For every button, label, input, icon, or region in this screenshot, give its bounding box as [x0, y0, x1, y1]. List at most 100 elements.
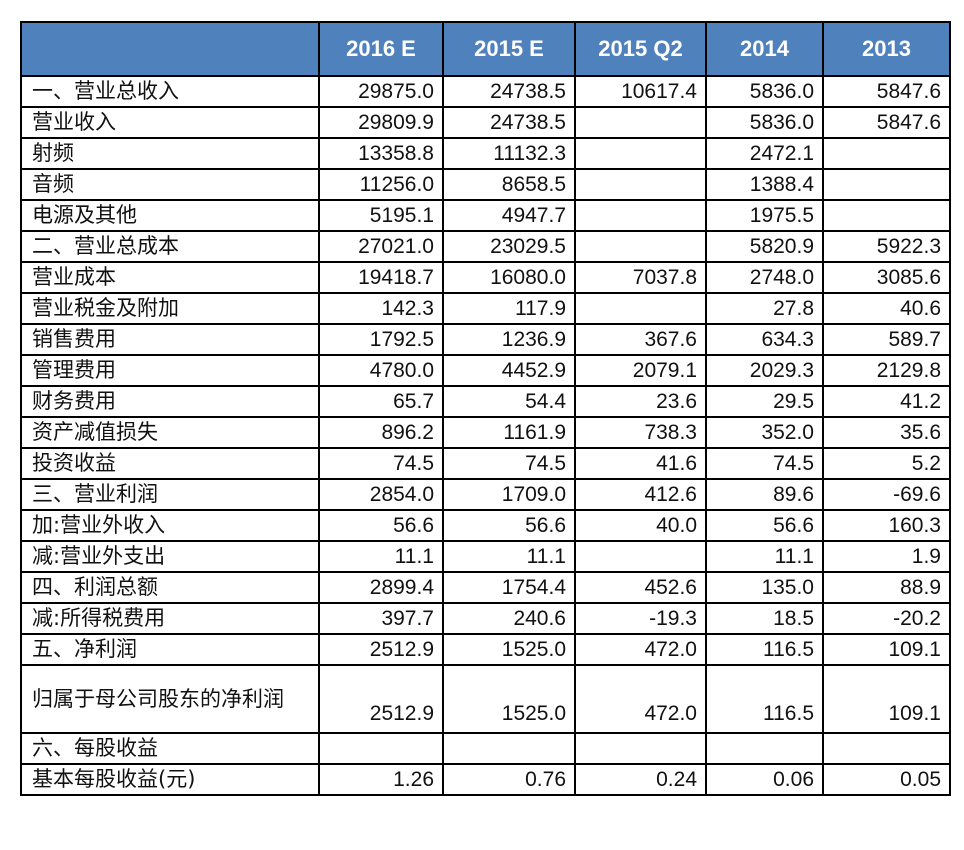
table-row: 营业收入 29809.9 24738.5 5836.0 5847.6: [20, 106, 951, 139]
value-cell-2013: 0.05: [822, 763, 951, 796]
value-cell-2014: 2748.0: [705, 261, 824, 294]
value-cell-2014: 56.6: [705, 509, 824, 542]
value-cell-2015q2: 41.6: [574, 447, 707, 480]
value-cell-2015q2: 7037.8: [574, 261, 707, 294]
row-label: 投资收益: [20, 447, 320, 480]
table-row: 五、净利润 2512.9 1525.0 472.0 116.5 109.1: [20, 633, 951, 666]
header-cell-2013: 2013: [822, 21, 951, 77]
header-cell-2015q2: 2015 Q2: [574, 21, 707, 77]
value-cell-2015q2: 452.6: [574, 571, 707, 604]
value-cell-2016e: 13358.8: [318, 137, 444, 170]
table-row: 电源及其他 5195.1 4947.7 1975.5: [20, 199, 951, 232]
table-row: 四、利润总额 2899.4 1754.4 452.6 135.0 88.9: [20, 571, 951, 604]
table-row: 音频 11256.0 8658.5 1388.4: [20, 168, 951, 201]
table-row: 六、每股收益: [20, 732, 951, 765]
value-cell-2013: 5.2: [822, 447, 951, 480]
financial-table-container: 2016 E 2015 E 2015 Q2 2014 2013 一、营业总收入 2…: [20, 21, 951, 796]
value-cell-2016e: 1792.5: [318, 323, 444, 356]
value-cell-2013: 2129.8: [822, 354, 951, 387]
value-cell-2015e: 11132.3: [442, 137, 576, 170]
header-cell-2016e: 2016 E: [318, 21, 444, 77]
value-cell-2013: [822, 137, 951, 170]
table-row: 归属于母公司股东的净利润 2512.9 1525.0 472.0 116.5 109.1: [20, 664, 951, 734]
value-cell-2015e: 4947.7: [442, 199, 576, 232]
value-cell-2015q2: 2079.1: [574, 354, 707, 387]
value-cell-2014: 11.1: [705, 540, 824, 573]
row-label: 一、营业总收入: [20, 75, 320, 108]
value-cell-2015e: 24738.5: [442, 75, 576, 108]
value-cell-2015e: 4452.9: [442, 354, 576, 387]
value-cell-2016e: 29875.0: [318, 75, 444, 108]
income-statement-table: 2016 E 2015 E 2015 Q2 2014 2013 一、营业总收入 2…: [20, 21, 951, 796]
row-label: 营业成本: [20, 261, 320, 294]
row-label: 四、利润总额: [20, 571, 320, 604]
value-cell-2015q2: [574, 230, 707, 263]
value-cell-2014: 352.0: [705, 416, 824, 449]
value-cell-2016e: 11.1: [318, 540, 444, 573]
table-row: 营业税金及附加 142.3 117.9 27.8 40.6: [20, 292, 951, 325]
value-cell-2015e: 240.6: [442, 602, 576, 635]
row-label: 加:营业外收入: [20, 509, 320, 542]
table-row: 基本每股收益(元) 1.26 0.76 0.24 0.06 0.05: [20, 763, 951, 796]
value-cell-2013: 109.1: [822, 633, 951, 666]
value-cell-2013: -69.6: [822, 478, 951, 511]
value-cell-2015e: 117.9: [442, 292, 576, 325]
value-cell-2013: 5847.6: [822, 106, 951, 139]
value-cell-2015q2: 472.0: [574, 664, 707, 734]
table-row: 三、营业利润 2854.0 1709.0 412.6 89.6 -69.6: [20, 478, 951, 511]
value-cell-2015q2: 23.6: [574, 385, 707, 418]
value-cell-2013: [822, 168, 951, 201]
row-label: 销售费用: [20, 323, 320, 356]
value-cell-2014: 2029.3: [705, 354, 824, 387]
table-row: 加:营业外收入 56.6 56.6 40.0 56.6 160.3: [20, 509, 951, 542]
value-cell-2015e: 1525.0: [442, 633, 576, 666]
table-row: 管理费用 4780.0 4452.9 2079.1 2029.3 2129.8: [20, 354, 951, 387]
value-cell-2016e: 2512.9: [318, 633, 444, 666]
value-cell-2014: 5820.9: [705, 230, 824, 263]
value-cell-2013: -20.2: [822, 602, 951, 635]
value-cell-2015e: 1236.9: [442, 323, 576, 356]
table-row: 资产减值损失 896.2 1161.9 738.3 352.0 35.6: [20, 416, 951, 449]
value-cell-2016e: 896.2: [318, 416, 444, 449]
row-label: 五、净利润: [20, 633, 320, 666]
value-cell-2014: 74.5: [705, 447, 824, 480]
value-cell-2015e: 1161.9: [442, 416, 576, 449]
value-cell-2016e: 2854.0: [318, 478, 444, 511]
value-cell-2015e: 8658.5: [442, 168, 576, 201]
value-cell-2015e: 1709.0: [442, 478, 576, 511]
value-cell-2013: 40.6: [822, 292, 951, 325]
value-cell-2015q2: [574, 732, 707, 765]
value-cell-2015e: 1754.4: [442, 571, 576, 604]
table-row: 营业成本 19418.7 16080.0 7037.8 2748.0 3085.6: [20, 261, 951, 294]
value-cell-2013: 109.1: [822, 664, 951, 734]
value-cell-2014: 1388.4: [705, 168, 824, 201]
table-row: 减:营业外支出 11.1 11.1 11.1 1.9: [20, 540, 951, 573]
value-cell-2015q2: 367.6: [574, 323, 707, 356]
table-row: 销售费用 1792.5 1236.9 367.6 634.3 589.7: [20, 323, 951, 356]
value-cell-2016e: 397.7: [318, 602, 444, 635]
value-cell-2015e: 23029.5: [442, 230, 576, 263]
value-cell-2016e: 65.7: [318, 385, 444, 418]
value-cell-2015q2: -19.3: [574, 602, 707, 635]
table-row: 一、营业总收入 29875.0 24738.5 10617.4 5836.0 5847.6: [20, 75, 951, 108]
value-cell-2015q2: [574, 106, 707, 139]
value-cell-2013: [822, 732, 951, 765]
value-cell-2015e: 24738.5: [442, 106, 576, 139]
value-cell-2016e: 29809.9: [318, 106, 444, 139]
row-label: 管理费用: [20, 354, 320, 387]
value-cell-2015q2: 40.0: [574, 509, 707, 542]
value-cell-2016e: 2512.9: [318, 664, 444, 734]
header-row: 2016 E 2015 E 2015 Q2 2014 2013: [20, 21, 951, 77]
value-cell-2016e: 2899.4: [318, 571, 444, 604]
value-cell-2014: 116.5: [705, 664, 824, 734]
value-cell-2013: 88.9: [822, 571, 951, 604]
row-label: 二、营业总成本: [20, 230, 320, 263]
value-cell-2014: 634.3: [705, 323, 824, 356]
value-cell-2013: [822, 199, 951, 232]
row-label: 营业收入: [20, 106, 320, 139]
value-cell-2014: [705, 732, 824, 765]
header-cell-2014: 2014: [705, 21, 824, 77]
value-cell-2015e: [442, 732, 576, 765]
value-cell-2013: 41.2: [822, 385, 951, 418]
value-cell-2016e: [318, 732, 444, 765]
